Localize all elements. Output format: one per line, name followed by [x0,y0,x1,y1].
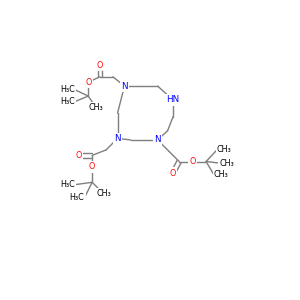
Text: CH₃: CH₃ [88,103,104,112]
Text: N: N [121,82,128,91]
Text: O: O [189,157,195,166]
Text: CH₃: CH₃ [214,170,229,179]
Text: H₃C: H₃C [61,180,75,189]
Text: O: O [170,169,176,178]
Text: H₃C: H₃C [70,193,85,202]
Text: O: O [89,162,95,171]
Text: H₃C: H₃C [61,85,75,94]
Text: CH₃: CH₃ [96,189,111,198]
Text: O: O [75,151,82,160]
Text: O: O [85,78,92,87]
Text: N: N [154,135,161,144]
Text: CH₃: CH₃ [217,146,232,154]
Text: HN: HN [167,95,180,104]
Text: H₃C: H₃C [61,97,75,106]
Text: N: N [114,134,121,143]
Text: CH₃: CH₃ [219,158,234,167]
Text: O: O [97,61,103,70]
